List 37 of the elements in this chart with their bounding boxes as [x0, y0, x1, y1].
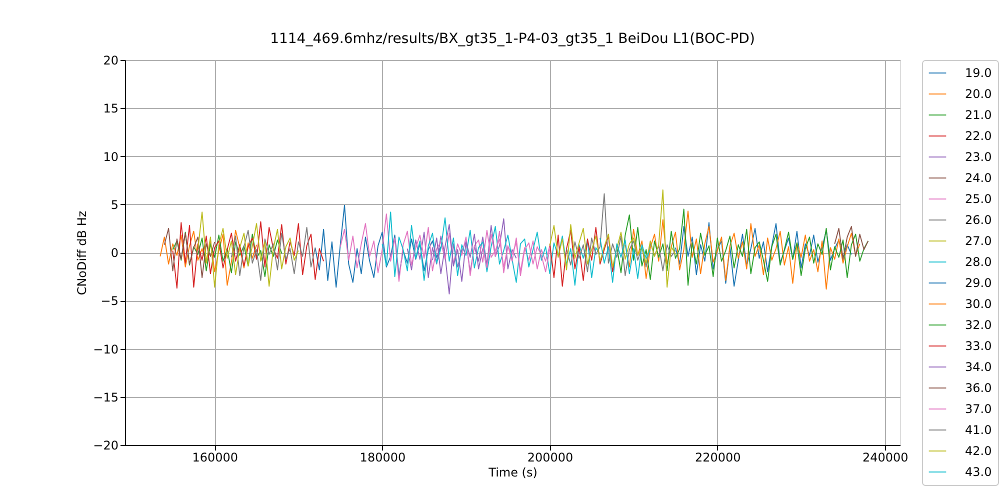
y-tick-label: −15 [93, 390, 118, 404]
legend-label: 27.0 [965, 234, 992, 248]
y-tick-label: 5 [110, 198, 118, 212]
legend-label: 34.0 [965, 360, 992, 374]
y-tick-label: −20 [93, 438, 118, 452]
y-tick-label: 0 [110, 246, 118, 260]
legend-label: 23.0 [965, 150, 992, 164]
legend-label: 28.0 [965, 255, 992, 269]
legend-label: 36.0 [965, 381, 992, 395]
legend-label: 42.0 [965, 444, 992, 458]
legend-label: 26.0 [965, 213, 992, 227]
y-tick-label: 20 [103, 54, 118, 68]
legend-label: 29.0 [965, 276, 992, 290]
x-tick-label: 180000 [360, 450, 406, 464]
legend-label: 21.0 [965, 108, 992, 122]
legend-label: 32.0 [965, 318, 992, 332]
chart-title: 1114_469.6mhz/results/BX_gt35_1-P4-03_gt35_1 BeiDou L1(BOC-PD) [270, 31, 755, 47]
x-tick-label: 240000 [862, 450, 908, 464]
legend-label: 24.0 [965, 171, 992, 185]
y-tick-label: −5 [100, 294, 118, 308]
x-tick-label: 220000 [694, 450, 741, 464]
legend-label: 25.0 [965, 192, 992, 206]
legend-label: 33.0 [965, 339, 992, 353]
legend-label: 43.0 [965, 465, 992, 479]
y-axis-title: CNoDiff dB Hz [75, 210, 90, 296]
legend-label: 20.0 [965, 87, 992, 101]
y-tick-label: 15 [103, 102, 118, 116]
legend-label: 22.0 [965, 129, 992, 143]
legend-label: 30.0 [965, 297, 992, 311]
y-tick-label: −10 [93, 342, 118, 356]
y-tick-label: 10 [103, 150, 118, 164]
legend-label: 41.0 [965, 423, 992, 437]
x-tick-label: 200000 [527, 450, 574, 464]
x-axis-title: Time (s) [488, 466, 538, 480]
x-tick-label: 160000 [192, 450, 238, 464]
legend-label: 37.0 [965, 402, 992, 416]
legend-label: 19.0 [965, 66, 992, 80]
